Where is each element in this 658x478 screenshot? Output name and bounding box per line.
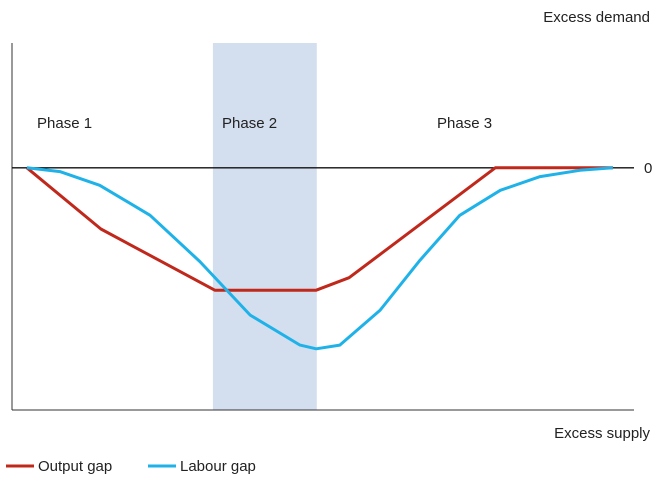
line-series bbox=[26, 166, 614, 351]
legend-label: Labour gap bbox=[180, 458, 256, 475]
phase-label: Phase 2 bbox=[222, 115, 277, 132]
line-series bbox=[25, 166, 613, 292]
y-bottom-label: Excess supply bbox=[554, 425, 650, 442]
shaded-region bbox=[212, 43, 317, 410]
y-tick-label: 0 bbox=[644, 160, 652, 177]
phase-label: Phase 3 bbox=[437, 115, 492, 132]
legend-label: Output gap bbox=[38, 458, 112, 475]
phase-label: Phase 1 bbox=[37, 115, 92, 132]
y-top-label: Excess demand bbox=[543, 9, 650, 26]
